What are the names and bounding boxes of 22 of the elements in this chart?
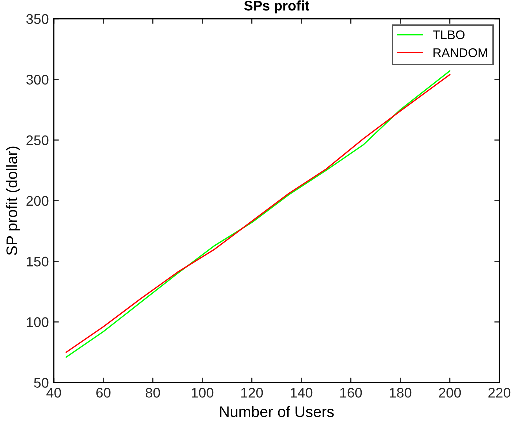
x-tick-label: 100 (192, 388, 214, 398)
x-tick-label: 60 (96, 388, 111, 398)
x-tick-label: 200 (439, 388, 462, 398)
x-tick-label: 160 (340, 388, 362, 398)
y-tick-label: 50 (34, 378, 49, 388)
x-tick-label: 40 (46, 388, 62, 398)
y-tick-label: 100 (27, 318, 49, 328)
y-tick-label: 200 (26, 196, 49, 206)
x-axis-title: Number of Users (220, 406, 334, 418)
y-tick-label: 350 (26, 14, 49, 24)
legend-label: RANDOM (434, 48, 488, 58)
x-tick-label: 220 (488, 388, 511, 398)
x-tick-label: 180 (390, 388, 412, 398)
y-tick-label: 150 (27, 256, 49, 267)
legend-label: TLBO (433, 30, 465, 40)
x-tick-label: 80 (146, 388, 160, 398)
chart-title: SPs profit (244, 0, 310, 14)
y-axis-title: SP profit (dollar) (6, 146, 20, 256)
x-tick-label: 120 (242, 388, 264, 398)
x-tick-label: 140 (291, 388, 313, 398)
y-tick-label: 250 (26, 136, 49, 146)
y-tick-label: 300 (26, 75, 49, 85)
